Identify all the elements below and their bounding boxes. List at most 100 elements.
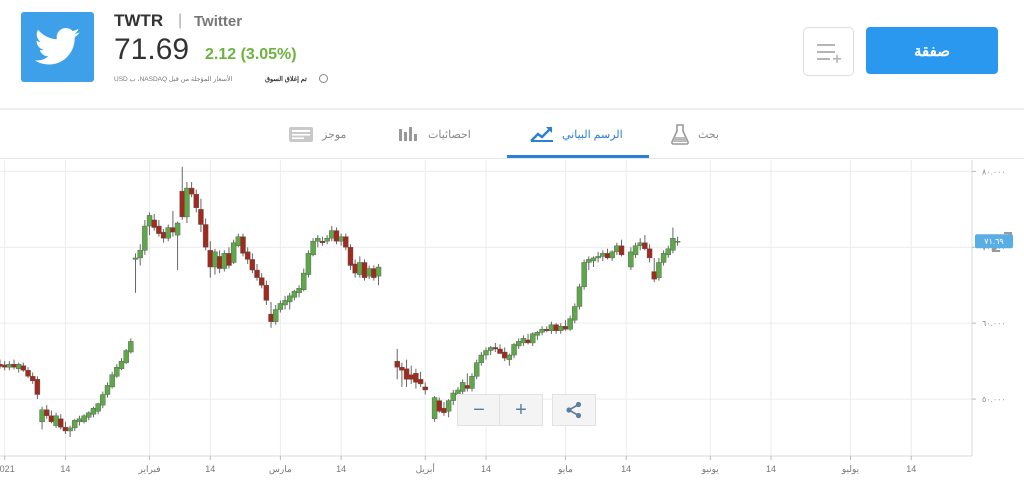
chart-icon (530, 127, 553, 142)
candle-body (516, 341, 522, 347)
candle-body (586, 259, 592, 263)
candle-body (436, 400, 442, 412)
candle-body (670, 237, 676, 251)
x-tick-label: 14 (621, 464, 631, 474)
candle-body (497, 348, 503, 354)
candle-body (95, 403, 101, 412)
candle-body (473, 362, 480, 377)
candle-body (520, 338, 527, 344)
zoom-out-button[interactable]: − (457, 394, 501, 426)
candle-body (1, 364, 8, 368)
share-button[interactable] (552, 394, 596, 426)
candle-body (665, 248, 671, 256)
candle-body (258, 277, 265, 286)
candle-body (240, 236, 246, 254)
candle-body (646, 248, 653, 259)
trade-button[interactable]: صفقة (866, 27, 998, 74)
add-to-watchlist-button[interactable] (803, 27, 854, 76)
candle-body (273, 309, 279, 322)
candle-body (128, 341, 134, 353)
candle-body (567, 318, 573, 330)
candle-body (530, 333, 536, 344)
current-price-tag (975, 234, 1013, 249)
stats-icon (399, 127, 417, 141)
candle-body (15, 363, 22, 369)
x-tick-label: مارس (269, 464, 292, 475)
candle-body (44, 409, 50, 416)
candle-body (483, 350, 489, 356)
candle-body (651, 271, 657, 280)
price-chart[interactable]: ٨٠.٠٠٠٧٠.٠٠٠٦٠.٠٠٠٥٠.٠٠٠202114فبراير14ما… (0, 160, 1024, 488)
y-tick-label: ٥٠.٠٠٠ (982, 395, 1006, 404)
candle-body (179, 190, 185, 218)
candle-body (394, 360, 400, 368)
candle-body (151, 219, 157, 228)
candle-body (48, 415, 55, 423)
candle-body (216, 256, 223, 269)
twitter-logo-icon (21, 12, 94, 82)
tab-feed[interactable]: موجز (288, 110, 346, 158)
tab-chart-label: الرسم البياني (562, 128, 623, 141)
candle-body (609, 251, 615, 259)
candle-body (137, 250, 143, 259)
candle-body (310, 241, 316, 256)
candle-body (637, 242, 643, 246)
candle-body (590, 257, 597, 262)
x-tick-label: فبراير (138, 464, 161, 475)
candle-body (595, 256, 601, 259)
candle-body (604, 253, 611, 259)
candle-body (244, 251, 251, 260)
y-tick-label: ٦٠.٠٠٠ (982, 319, 1006, 328)
candle-body (441, 407, 447, 413)
current-price-label: ٧١.٦٩ (984, 237, 1003, 246)
current-price: 71.69 (114, 33, 190, 66)
candle-body (160, 231, 167, 239)
candle-body (445, 400, 452, 412)
candle-body (230, 242, 237, 263)
candle-body (132, 257, 139, 260)
tab-stats[interactable]: احصائيات (398, 110, 471, 158)
instrument-header: TWTR | Twitter 71.69 2.12 (3.05%) الأسعا… (0, 0, 1024, 108)
candle-body (226, 253, 232, 266)
x-tick-label: 14 (336, 464, 346, 474)
candle-body (403, 368, 410, 380)
candle-body (202, 224, 209, 248)
candle-body (11, 363, 17, 368)
candle-body (53, 415, 59, 426)
candle-body (618, 245, 625, 256)
candle-body (86, 412, 92, 418)
candle-body (357, 262, 363, 275)
delayed-price-note: الأسعار المؤجلة من قبل NASDAQ، ب USD (114, 76, 233, 83)
candle-body (291, 291, 298, 298)
candle-body (469, 376, 475, 389)
candle-body (81, 415, 87, 423)
candle-body (188, 187, 195, 195)
tab-stats-label: احصائيات (428, 128, 471, 141)
candle-body (67, 427, 73, 432)
candle-body (25, 370, 31, 377)
candle-body (282, 300, 288, 306)
candle-body (212, 251, 218, 268)
candle-body (464, 385, 471, 389)
candle-body (118, 360, 125, 369)
tab-chart[interactable]: الرسم البياني (530, 110, 623, 158)
candle-body (562, 326, 569, 330)
tab-research[interactable]: بحث (670, 110, 719, 158)
candle-body (319, 241, 326, 243)
candle-body (296, 288, 302, 294)
candle-body (366, 268, 372, 277)
candle-body (544, 329, 550, 331)
candle-body (347, 247, 354, 266)
candle-body (277, 303, 284, 310)
candle-body (408, 374, 414, 380)
instrument-tabs: موجز احصائيات الرسم البياني بحث (0, 110, 1024, 252)
candle-body (656, 262, 662, 278)
candle-body (478, 354, 485, 363)
candle-body (104, 385, 111, 395)
tab-research-label: بحث (698, 128, 719, 141)
header-divider (0, 108, 1024, 110)
zoom-in-button[interactable]: + (499, 394, 543, 426)
candle-body (62, 426, 69, 432)
candle-body (614, 245, 620, 253)
candle-body (34, 379, 41, 395)
